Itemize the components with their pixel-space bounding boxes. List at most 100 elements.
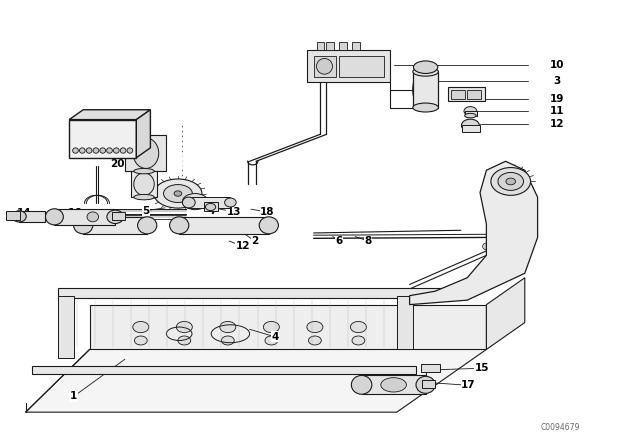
Text: 1: 1 xyxy=(70,392,77,401)
Polygon shape xyxy=(69,110,150,120)
Bar xyxy=(326,42,334,50)
Ellipse shape xyxy=(413,67,438,76)
Ellipse shape xyxy=(74,217,93,234)
Bar xyxy=(421,364,440,372)
Ellipse shape xyxy=(154,179,202,208)
Bar xyxy=(204,202,218,211)
Ellipse shape xyxy=(351,375,372,394)
Ellipse shape xyxy=(413,69,438,110)
Text: 7: 7 xyxy=(209,207,216,216)
Ellipse shape xyxy=(221,336,234,345)
Ellipse shape xyxy=(259,217,278,234)
Ellipse shape xyxy=(107,210,124,224)
Bar xyxy=(362,375,426,394)
Ellipse shape xyxy=(317,59,333,74)
Polygon shape xyxy=(26,349,486,412)
Ellipse shape xyxy=(264,322,280,332)
Text: C0094679: C0094679 xyxy=(540,423,580,432)
Ellipse shape xyxy=(113,148,119,153)
Polygon shape xyxy=(136,110,150,158)
Ellipse shape xyxy=(461,119,479,132)
Ellipse shape xyxy=(12,211,26,222)
Text: 13: 13 xyxy=(227,207,241,217)
Ellipse shape xyxy=(164,185,193,202)
Ellipse shape xyxy=(178,336,191,345)
Ellipse shape xyxy=(413,61,438,73)
Bar xyxy=(131,171,157,197)
Bar xyxy=(307,50,390,82)
Text: 6: 6 xyxy=(335,236,343,246)
Ellipse shape xyxy=(134,336,147,345)
Text: 8: 8 xyxy=(364,236,372,246)
Ellipse shape xyxy=(107,148,113,153)
Ellipse shape xyxy=(205,203,216,211)
Bar xyxy=(19,211,45,222)
Ellipse shape xyxy=(499,216,507,223)
Ellipse shape xyxy=(138,217,157,234)
Bar xyxy=(451,90,465,99)
Text: 10: 10 xyxy=(550,60,564,70)
Text: 15: 15 xyxy=(475,363,489,373)
Ellipse shape xyxy=(413,103,438,112)
Text: 11: 11 xyxy=(550,106,564,116)
Bar xyxy=(32,366,416,374)
Bar xyxy=(462,125,480,132)
Bar xyxy=(352,42,360,50)
Ellipse shape xyxy=(351,322,367,332)
Ellipse shape xyxy=(505,207,513,214)
Bar xyxy=(413,72,438,108)
Bar xyxy=(465,111,477,116)
Ellipse shape xyxy=(182,194,208,210)
Bar xyxy=(58,288,442,298)
Bar xyxy=(339,42,347,50)
Polygon shape xyxy=(90,305,486,349)
Bar xyxy=(317,42,324,50)
Ellipse shape xyxy=(100,148,106,153)
Ellipse shape xyxy=(265,336,278,345)
Bar xyxy=(467,90,481,99)
Bar xyxy=(125,135,166,171)
Ellipse shape xyxy=(174,191,182,196)
Text: 18: 18 xyxy=(260,207,275,217)
Ellipse shape xyxy=(87,212,99,222)
Bar xyxy=(179,217,269,234)
Ellipse shape xyxy=(308,336,321,345)
Bar xyxy=(58,296,74,358)
Text: 12: 12 xyxy=(236,241,250,251)
Ellipse shape xyxy=(381,378,406,392)
Bar xyxy=(397,296,413,349)
Ellipse shape xyxy=(352,336,365,345)
Ellipse shape xyxy=(464,107,477,116)
Ellipse shape xyxy=(491,168,531,195)
Ellipse shape xyxy=(498,172,524,190)
Polygon shape xyxy=(410,161,538,305)
Bar xyxy=(339,56,384,77)
Ellipse shape xyxy=(307,322,323,332)
Ellipse shape xyxy=(120,148,126,153)
Polygon shape xyxy=(486,278,525,349)
Ellipse shape xyxy=(225,198,236,207)
Bar xyxy=(54,209,115,225)
Ellipse shape xyxy=(483,243,490,250)
Bar xyxy=(69,120,136,158)
Ellipse shape xyxy=(86,148,92,153)
Text: 20: 20 xyxy=(110,159,124,168)
Ellipse shape xyxy=(45,209,63,225)
Text: 2: 2 xyxy=(251,236,259,246)
Ellipse shape xyxy=(127,148,133,153)
Text: 16: 16 xyxy=(68,208,83,218)
Bar xyxy=(6,211,20,220)
Bar xyxy=(422,380,435,388)
Ellipse shape xyxy=(488,234,496,241)
Ellipse shape xyxy=(73,148,78,153)
Ellipse shape xyxy=(416,376,435,393)
Text: 14: 14 xyxy=(17,208,31,218)
Ellipse shape xyxy=(182,197,195,208)
Bar xyxy=(448,87,485,101)
Ellipse shape xyxy=(506,178,516,185)
Ellipse shape xyxy=(220,322,236,332)
Ellipse shape xyxy=(133,322,149,332)
Bar xyxy=(112,212,125,220)
Ellipse shape xyxy=(465,113,476,118)
Ellipse shape xyxy=(170,217,189,234)
